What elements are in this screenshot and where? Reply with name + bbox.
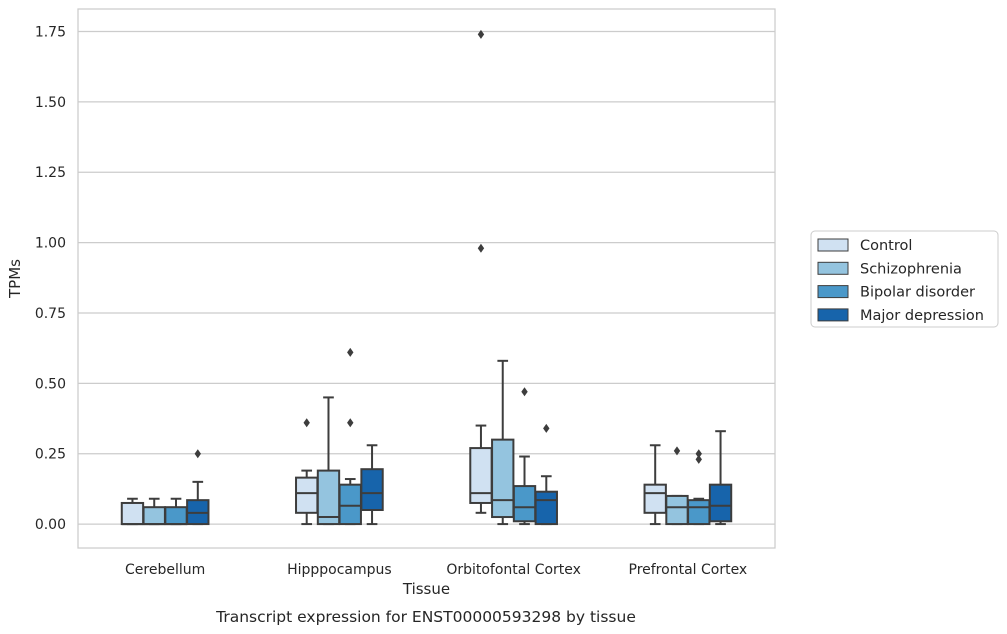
y-tick-label: 0.50 [35, 376, 66, 392]
box-body [469, 447, 493, 504]
x-axis-label: Tissue [402, 580, 450, 598]
legend-item-schizophrenia: Schizophrenia [817, 261, 962, 277]
box-schizophrenia-hipppocampus [316, 396, 341, 526]
flier-point [347, 347, 354, 357]
x-tick-label: Cerebellum [125, 562, 205, 578]
box-major-depression-prefrontal-cortex [708, 430, 733, 526]
legend: Control Schizophrenia Bipolar disorder Majo… [810, 230, 999, 328]
flier-point [521, 387, 528, 397]
box-body [687, 499, 711, 526]
box-major-depression-hipppocampus [360, 444, 384, 526]
flier-point [695, 449, 702, 459]
box-body [665, 494, 689, 526]
box-bipolar-disorder-hipppocampus [338, 347, 362, 526]
chart-caption: Transcript expression for ENST0000059329… [215, 608, 636, 626]
y-tick-label: 1.75 [35, 25, 66, 41]
legend-frame [810, 230, 999, 328]
box-body [512, 485, 537, 523]
legend-item-control: Control [817, 238, 912, 254]
legend-swatch [817, 238, 849, 252]
box-control-cerebellum [120, 497, 145, 526]
y-axis-label: TPMs [6, 259, 24, 299]
box-schizophrenia-prefrontal-cortex [665, 446, 689, 526]
flier-point [347, 418, 354, 428]
y-tick-label: 1.00 [35, 236, 66, 252]
box-bipolar-disorder-prefrontal-cortex [687, 449, 711, 526]
boxes [120, 29, 733, 526]
y-tick-label: 0.25 [35, 447, 66, 463]
box-body [142, 506, 166, 526]
box-bipolar-disorder-cerebellum [164, 497, 188, 526]
box-schizophrenia-cerebellum [142, 497, 166, 526]
box-major-depression-cerebellum [186, 449, 210, 526]
box-body [164, 506, 188, 526]
x-tick-label: Prefrontal Cortex [629, 562, 748, 578]
legend-item-bipolar-disorder: Bipolar disorder [817, 285, 975, 301]
flier-point [194, 449, 201, 459]
box-body [643, 483, 667, 514]
legend-swatch [817, 285, 849, 299]
x-tick-label: Orbitofontal Cortex [446, 562, 581, 578]
flier-point [477, 29, 485, 39]
x-tick-label: Hipppocampus [287, 562, 392, 578]
box-body [120, 501, 145, 526]
box-body [534, 490, 558, 526]
box-control-prefrontal-cortex [643, 444, 667, 526]
box-bipolar-disorder-orbitofontal-cortex [512, 387, 537, 526]
legend-label: Bipolar disorder [860, 285, 975, 301]
y-tick-label: 1.25 [35, 165, 66, 181]
flier-point [673, 446, 681, 456]
y-tick-label: 1.50 [35, 95, 66, 111]
flier-point [695, 454, 702, 464]
box-schizophrenia-orbitofontal-cortex [491, 359, 515, 526]
y-tick-label: 0.00 [35, 517, 66, 533]
box-body [295, 476, 319, 514]
legend-swatch [817, 261, 849, 275]
y-tick-label: 0.75 [35, 306, 66, 322]
legend-item-major-depression: Major depression [817, 308, 984, 324]
grid-lines [78, 30, 775, 525]
flier-point [303, 418, 310, 428]
box-major-depression-orbitofontal-cortex [534, 423, 558, 526]
box-control-hipppocampus [295, 418, 319, 526]
box-body [360, 468, 384, 512]
plot-frame [77, 8, 776, 549]
x-tick-labels: Cerebellum Hipppocampus Orbitofontal Corte… [125, 562, 747, 578]
legend-label: Schizophrenia [860, 261, 962, 277]
flier-point [543, 423, 550, 433]
box-body [491, 438, 515, 519]
flier-point [477, 243, 485, 253]
box-body [708, 483, 733, 523]
y-tick-labels: 0.00 0.25 0.50 0.75 1.00 1.25 1.50 1.75 [35, 25, 66, 534]
legend-label: Control [860, 238, 912, 254]
legend-label: Major depression [860, 308, 984, 324]
legend-swatch [817, 308, 849, 322]
box-body [338, 483, 362, 526]
